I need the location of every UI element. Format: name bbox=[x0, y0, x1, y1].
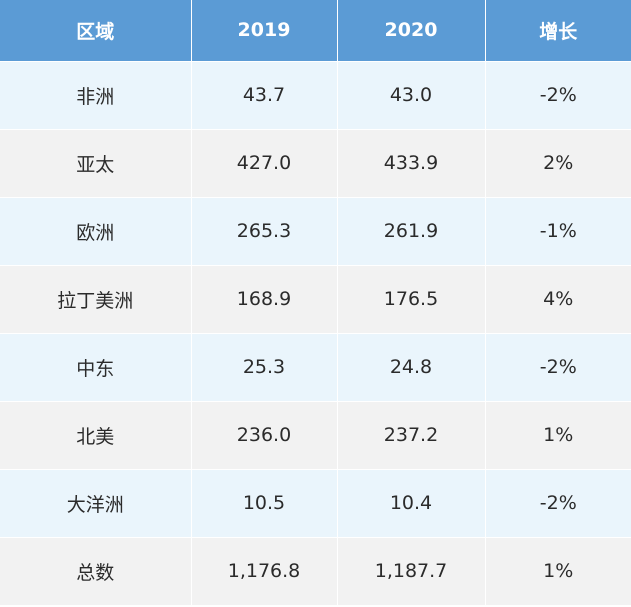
cell-2020: 433.9 bbox=[337, 129, 486, 198]
cell-growth: -1% bbox=[485, 197, 631, 266]
table-row: 亚太 427.0 433.9 2% bbox=[0, 129, 631, 198]
cell-growth: -2% bbox=[485, 333, 631, 402]
cell-region: 亚太 bbox=[0, 129, 192, 198]
cell-2020: 43.0 bbox=[337, 61, 486, 130]
cell-region: 拉丁美洲 bbox=[0, 265, 192, 334]
cell-2019: 236.0 bbox=[191, 401, 338, 470]
cell-region: 中东 bbox=[0, 333, 192, 402]
cell-2019: 25.3 bbox=[191, 333, 338, 402]
table-row: 大洋洲 10.5 10.4 -2% bbox=[0, 469, 631, 538]
cell-2020: 24.8 bbox=[337, 333, 486, 402]
header-region: 区域 bbox=[0, 0, 192, 62]
table-row: 欧洲 265.3 261.9 -1% bbox=[0, 197, 631, 266]
cell-2020: 1,187.7 bbox=[337, 537, 486, 606]
header-2020: 2020 bbox=[337, 0, 486, 62]
cell-2019: 10.5 bbox=[191, 469, 338, 538]
cell-2019: 43.7 bbox=[191, 61, 338, 130]
cell-2020: 10.4 bbox=[337, 469, 486, 538]
table-row: 中东 25.3 24.8 -2% bbox=[0, 333, 631, 402]
cell-region: 北美 bbox=[0, 401, 192, 470]
table-header: 区域 2019 2020 增长 bbox=[0, 0, 631, 62]
cell-2020: 237.2 bbox=[337, 401, 486, 470]
table-body: 非洲 43.7 43.0 -2% 亚太 427.0 433.9 2% 欧洲 26… bbox=[0, 61, 631, 606]
cell-region: 大洋洲 bbox=[0, 469, 192, 538]
cell-growth: 4% bbox=[485, 265, 631, 334]
cell-growth: 2% bbox=[485, 129, 631, 198]
table-row: 北美 236.0 237.2 1% bbox=[0, 401, 631, 470]
cell-2019: 427.0 bbox=[191, 129, 338, 198]
cell-region: 总数 bbox=[0, 537, 192, 606]
table-row: 非洲 43.7 43.0 -2% bbox=[0, 61, 631, 130]
cell-2020: 176.5 bbox=[337, 265, 486, 334]
cell-growth: -2% bbox=[485, 469, 631, 538]
header-growth: 增长 bbox=[485, 0, 631, 62]
cell-2019: 1,176.8 bbox=[191, 537, 338, 606]
cell-growth: -2% bbox=[485, 61, 631, 130]
cell-2019: 265.3 bbox=[191, 197, 338, 266]
cell-region: 欧洲 bbox=[0, 197, 192, 266]
cell-growth: 1% bbox=[485, 537, 631, 606]
cell-2019: 168.9 bbox=[191, 265, 338, 334]
header-2019: 2019 bbox=[191, 0, 338, 62]
cell-2020: 261.9 bbox=[337, 197, 486, 266]
header-row: 区域 2019 2020 增长 bbox=[0, 0, 631, 62]
cell-region: 非洲 bbox=[0, 61, 192, 130]
table-row-total: 总数 1,176.8 1,187.7 1% bbox=[0, 537, 631, 606]
table-row: 拉丁美洲 168.9 176.5 4% bbox=[0, 265, 631, 334]
cell-growth: 1% bbox=[485, 401, 631, 470]
